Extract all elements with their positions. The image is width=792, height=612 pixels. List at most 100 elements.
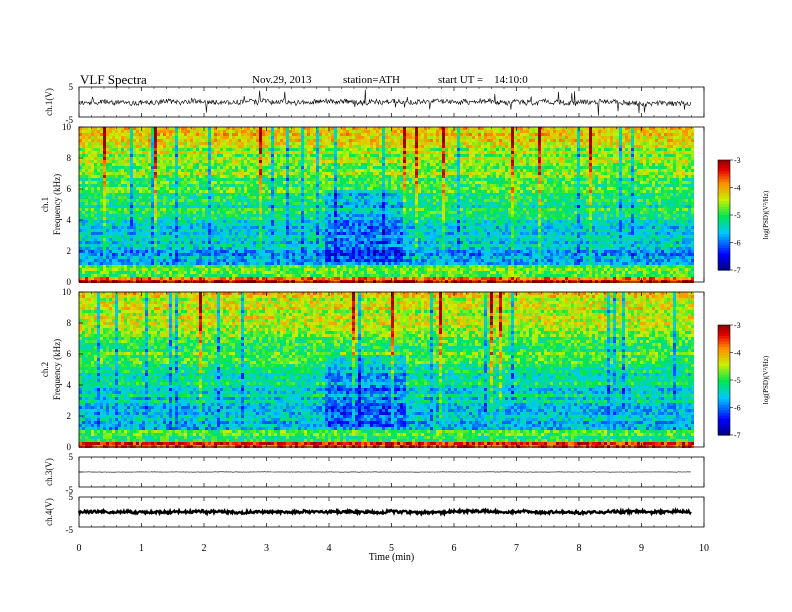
ch1-spectrogram-cell: [160, 256, 163, 259]
ch1-spectrogram-cell: [187, 244, 190, 247]
ch1-spectrogram-cell: [268, 220, 271, 223]
ch1-spectrogram-cell: [253, 241, 256, 244]
ch1-spectrogram-cell: [304, 199, 307, 202]
ch1-spectrogram-cell: [310, 208, 313, 211]
ch1-spectrogram-cell: [280, 217, 283, 220]
ch1-spectrogram-cell: [238, 127, 241, 130]
ch1-spectrogram-cell: [346, 142, 349, 145]
ch1-spectrogram-cell: [193, 169, 196, 172]
ch1-spectrogram-cell: [211, 163, 214, 166]
ch1-spectrogram-cell: [262, 241, 265, 244]
ch1-spectrogram-cell: [79, 175, 82, 178]
ch1-spectrogram-cell: [145, 271, 148, 274]
ch1-spectrogram-cell: [334, 148, 337, 151]
ch1-spectrogram-cell: [112, 133, 115, 136]
ch1-spectrogram-cell: [217, 172, 220, 175]
ch1-spectrogram-cell: [127, 148, 130, 151]
ch1-spectrogram-cell: [292, 280, 295, 283]
ch1-spectrogram-cell: [232, 199, 235, 202]
ch1-spectrogram-cell: [286, 223, 289, 226]
ch1-spectrogram-cell: [325, 232, 328, 235]
ch1-spectrogram-cell: [154, 229, 157, 232]
ch1-spectrogram-cell: [298, 235, 301, 238]
ch1-spectrogram-cell: [187, 193, 190, 196]
ch1-spectrogram-cell: [340, 265, 343, 268]
ch1-spectrogram-cell: [340, 271, 343, 274]
ch1-spectrogram-cell: [328, 202, 331, 205]
ch1-spectrogram-cell: [175, 265, 178, 268]
ch1-spectrogram-cell: [88, 160, 91, 163]
ch1-spectrogram-cell: [235, 244, 238, 247]
ch1-spectrogram-cell: [343, 259, 346, 262]
ch1-spectrogram-cell: [313, 154, 316, 157]
ch1-spectrogram-cell: [148, 280, 151, 283]
ch1-spectrogram-cell: [184, 151, 187, 154]
ch1-spectrogram-cell: [178, 241, 181, 244]
ch1-spectrogram-cell: [199, 145, 202, 148]
ch1-spectrogram-cell: [280, 268, 283, 271]
ch1-spectrogram-cell: [127, 190, 130, 193]
ch1-spectrogram-cell: [100, 244, 103, 247]
ch1-spectrogram-cell: [163, 271, 166, 274]
ch1-spectrogram-cell: [151, 262, 154, 265]
ch1-spectrogram-cell: [340, 196, 343, 199]
ch1-spectrogram-cell: [271, 217, 274, 220]
ch1-spectrogram-cell: [340, 262, 343, 265]
ch1-spectrogram-cell: [274, 235, 277, 238]
ch1-spectrogram-cell: [172, 184, 175, 187]
ch1-spectrogram-cell: [160, 268, 163, 271]
ch1-spectrogram-cell: [196, 247, 199, 250]
ch1-spectrogram-cell: [136, 265, 139, 268]
ch1-spectrogram-cell: [211, 226, 214, 229]
ch1-spectrogram-cell: [127, 274, 130, 277]
ch1-spectrogram-cell: [82, 172, 85, 175]
ch1-spectrogram-cell: [235, 271, 238, 274]
ch1-spectrogram-cell: [301, 232, 304, 235]
ch1-spectrogram-cell: [253, 145, 256, 148]
ch1-spectrogram-cell: [238, 256, 241, 259]
ch1-spectrogram-cell: [277, 199, 280, 202]
ch1-spectrogram-cell: [88, 241, 91, 244]
ch1-spectrogram-cell: [295, 232, 298, 235]
ch1-spectrogram-cell: [217, 181, 220, 184]
ch1-spectrogram-cell: [169, 235, 172, 238]
ch1-spectrogram-cell: [346, 130, 349, 133]
ch1-spectrogram-cell: [259, 136, 262, 139]
ch1-spectrogram-cell: [103, 217, 106, 220]
ch1-spectrogram-cell: [238, 184, 241, 187]
ch1-spectrogram-cell: [202, 253, 205, 256]
ch1-spectrogram-cell: [190, 217, 193, 220]
ch1-spectrogram-cell: [85, 127, 88, 130]
ch1-spectrogram-cell: [166, 145, 169, 148]
ch1-spectrogram-cell: [223, 154, 226, 157]
ch1-spectrogram-cell: [295, 133, 298, 136]
ch1-spectrogram-cell: [124, 232, 127, 235]
ch1-spectrogram-cell: [304, 226, 307, 229]
ch1-spectrogram-cell: [343, 265, 346, 268]
ch1-spectrogram-cell: [259, 250, 262, 253]
ch1-spectrogram-cell: [250, 247, 253, 250]
ch1-spectrogram-cell: [265, 265, 268, 268]
ch1-spectrogram-cell: [232, 169, 235, 172]
ch1-spectrogram-cell: [280, 211, 283, 214]
ch1-spectrogram-cell: [310, 130, 313, 133]
ch1-spectrogram-cell: [343, 172, 346, 175]
ch1-spectrogram-cell: [310, 253, 313, 256]
ch1-spectrogram-cell: [169, 163, 172, 166]
ch1-spectrogram-cell: [244, 259, 247, 262]
ch1-spectrogram-cell: [220, 196, 223, 199]
ch1-spectrogram-cell: [220, 256, 223, 259]
ch1-spectrogram-cell: [169, 271, 172, 274]
ch1-spectrogram-cell: [145, 250, 148, 253]
ch1-spectrogram-cell: [229, 145, 232, 148]
ch1-spectrogram-cell: [295, 139, 298, 142]
ch1-spectrogram-cell: [331, 184, 334, 187]
ch1-spectrogram-cell: [142, 271, 145, 274]
ch1-spectrogram-cell: [211, 211, 214, 214]
ch1-spectrogram-cell: [277, 157, 280, 160]
ch1-spectrogram-cell: [307, 139, 310, 142]
ch1-spectrogram-cell: [292, 169, 295, 172]
ch1-spectrogram-cell: [112, 214, 115, 217]
ch1-spectrogram-cell: [346, 181, 349, 184]
ch1-spectrogram-cell: [283, 172, 286, 175]
